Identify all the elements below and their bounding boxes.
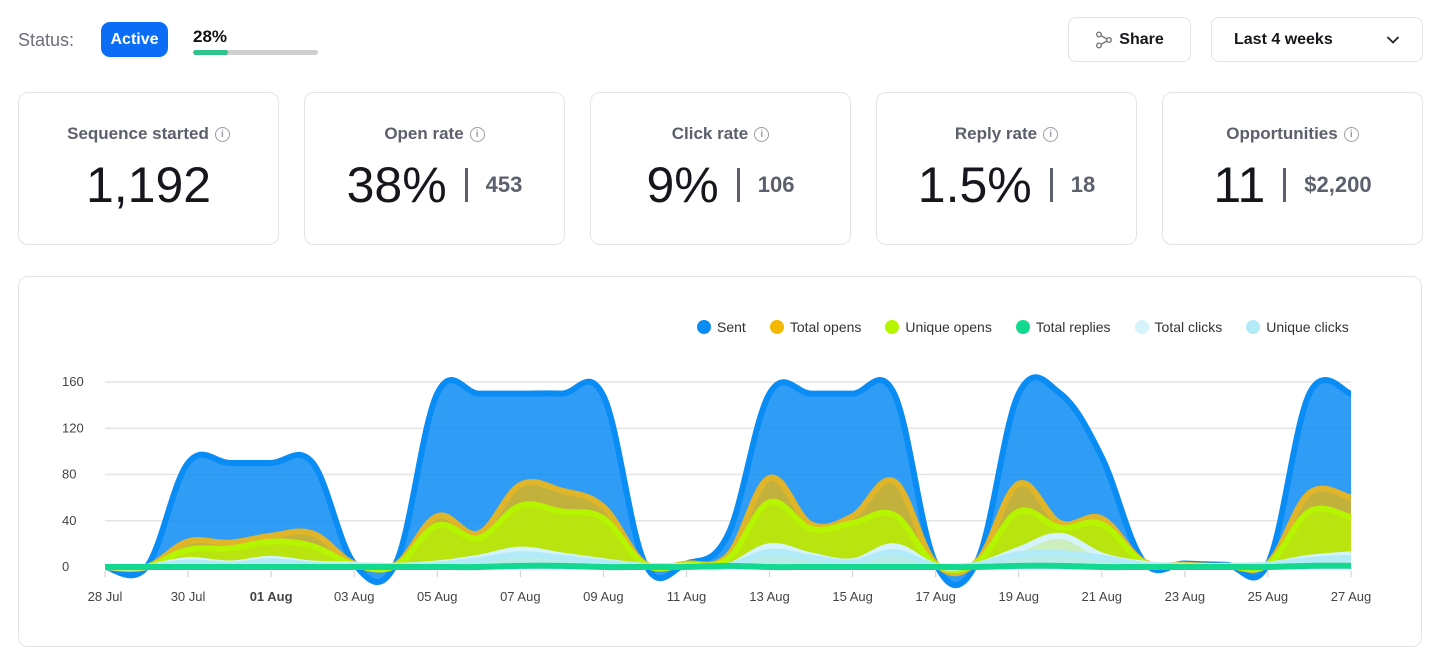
legend-label: Total replies bbox=[1035, 319, 1111, 335]
metric-value: 1.5% bbox=[917, 157, 1032, 213]
chart-panel bbox=[18, 276, 1422, 647]
share-label: Share bbox=[1119, 30, 1164, 48]
line-total-replies bbox=[105, 562, 1352, 571]
y-tick-label: 80 bbox=[62, 467, 76, 482]
share-button[interactable]: Share bbox=[1068, 17, 1191, 62]
x-tick-label: 28 Jul bbox=[88, 589, 123, 604]
divider bbox=[1283, 168, 1287, 202]
metric-card-click-rate: Click rate i 9% 106 bbox=[590, 92, 851, 245]
metric-title: Reply rate bbox=[954, 124, 1038, 143]
x-tick-label: 07 Aug bbox=[500, 589, 541, 604]
progress-track bbox=[193, 50, 318, 55]
progress-text: 28% bbox=[193, 27, 228, 46]
legend-label: Sent bbox=[717, 319, 746, 335]
metric-count: $2,200 bbox=[1304, 172, 1372, 197]
legend-label: Total opens bbox=[789, 319, 862, 335]
metric-value: 9% bbox=[646, 157, 719, 213]
legend-dot bbox=[1015, 320, 1030, 334]
x-tick-label: 21 Aug bbox=[1082, 589, 1123, 604]
legend-dot bbox=[1134, 320, 1149, 334]
x-tick-label: 11 Aug bbox=[667, 589, 707, 604]
legend-item-total-clicks[interactable]: Total clicks bbox=[1134, 319, 1223, 335]
legend-dot bbox=[1246, 320, 1261, 334]
metric-card-open-rate: Open rate i 38% 453 bbox=[304, 92, 565, 245]
legend-dot bbox=[697, 320, 711, 334]
metric-title: Opportunities bbox=[1226, 124, 1338, 143]
x-tick-label: 01 Aug bbox=[250, 589, 293, 604]
legend-item-total-replies[interactable]: Total replies bbox=[1015, 319, 1111, 335]
date-range-label: Last 4 weeks bbox=[1234, 30, 1333, 48]
metric-card-reply-rate: Reply rate i 1.5% 18 bbox=[876, 92, 1137, 245]
progress-indicator: 28% bbox=[193, 27, 318, 55]
legend-label: Unique opens bbox=[905, 319, 992, 335]
info-icon[interactable]: i bbox=[214, 126, 230, 142]
x-tick-label: 23 Aug bbox=[1165, 589, 1206, 604]
x-tick-label: 27 Aug bbox=[1331, 589, 1372, 604]
legend-item-sent[interactable]: Sent bbox=[697, 319, 746, 335]
x-tick-label: 17 Aug bbox=[915, 589, 956, 604]
x-tick-label: 03 Aug bbox=[334, 589, 375, 604]
metric-card-opportunities: Opportunities i 11 $2,200 bbox=[1162, 92, 1423, 245]
info-icon[interactable]: i bbox=[754, 126, 770, 142]
info-icon[interactable]: i bbox=[469, 126, 485, 142]
legend-item-unique-opens[interactable]: Unique opens bbox=[885, 319, 992, 335]
x-tick-label: 19 Aug bbox=[998, 589, 1039, 604]
divider bbox=[736, 168, 740, 202]
divider bbox=[464, 168, 468, 202]
share-icon bbox=[1096, 31, 1113, 48]
y-tick-label: 40 bbox=[62, 513, 76, 528]
x-tick-label: 09 Aug bbox=[583, 589, 624, 604]
x-tick-label: 05 Aug bbox=[417, 589, 458, 604]
metric-title: Open rate bbox=[384, 124, 464, 143]
y-tick-label: 0 bbox=[62, 559, 69, 574]
y-tick-label: 160 bbox=[62, 374, 84, 389]
x-tick-label: 25 Aug bbox=[1248, 589, 1289, 604]
status-badge[interactable]: Active bbox=[101, 22, 168, 57]
metric-count: 106 bbox=[757, 172, 795, 197]
info-icon[interactable]: i bbox=[1343, 126, 1359, 142]
legend-dot bbox=[769, 320, 784, 334]
legend-label: Total clicks bbox=[1154, 319, 1223, 335]
metric-title: Click rate bbox=[671, 124, 749, 143]
metric-title: Sequence started bbox=[67, 124, 209, 143]
status-label: Status: bbox=[18, 30, 75, 50]
metric-value: 11 bbox=[1213, 157, 1266, 213]
metric-count: 18 bbox=[1070, 172, 1096, 197]
legend-dot bbox=[885, 320, 900, 334]
legend-label: Unique clicks bbox=[1266, 319, 1349, 335]
x-tick-label: 15 Aug bbox=[832, 589, 873, 604]
legend-item-total-opens[interactable]: Total opens bbox=[769, 319, 862, 335]
y-tick-label: 120 bbox=[62, 420, 84, 435]
progress-fill bbox=[193, 50, 228, 55]
metric-value: 1,192 bbox=[85, 157, 212, 213]
chevron-down-icon bbox=[1386, 35, 1400, 44]
metric-count: 453 bbox=[485, 172, 523, 197]
info-icon[interactable]: i bbox=[1043, 126, 1059, 142]
date-range-dropdown[interactable]: Last 4 weeks bbox=[1211, 17, 1423, 62]
divider bbox=[1049, 168, 1053, 202]
chart-legend: Sent Total opens Unique opens Total replies… bbox=[697, 319, 1349, 335]
x-tick-label: 13 Aug bbox=[749, 589, 790, 604]
legend-item-unique-clicks[interactable]: Unique clicks bbox=[1246, 319, 1349, 335]
metric-card-sequence-started: Sequence started i 1,192 bbox=[18, 92, 279, 245]
x-tick-label: 30 Jul bbox=[171, 589, 206, 604]
metric-value: 38% bbox=[346, 157, 447, 213]
